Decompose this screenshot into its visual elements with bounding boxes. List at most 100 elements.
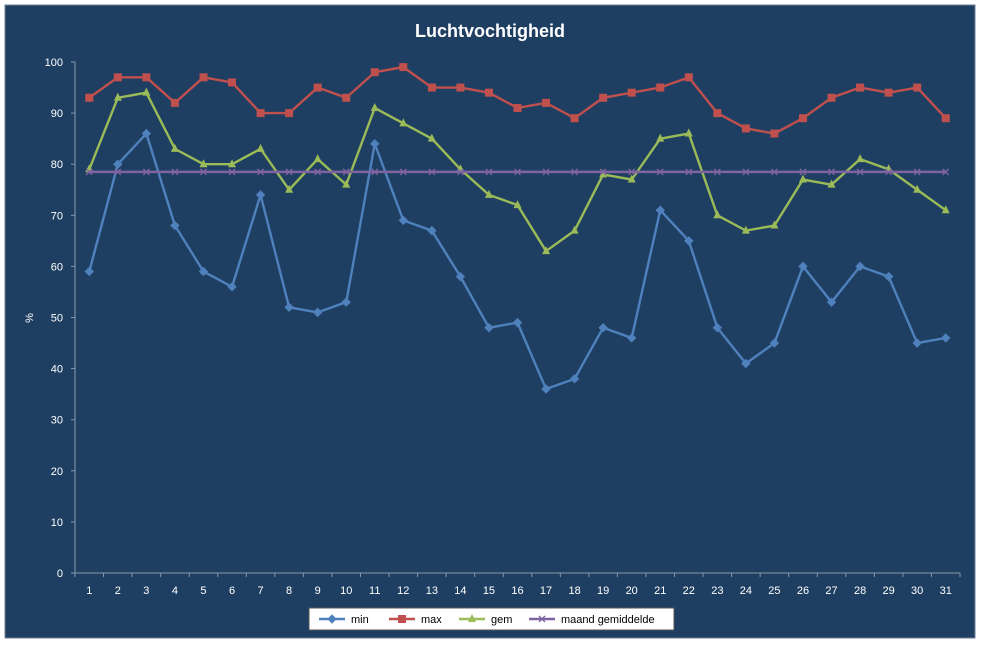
legend-label: maand gemiddelde xyxy=(561,614,655,626)
x-tick-label: 14 xyxy=(454,585,466,597)
data-point xyxy=(656,133,665,142)
data-point xyxy=(656,83,665,92)
data-point xyxy=(512,317,523,328)
x-tick-label: 8 xyxy=(286,585,292,597)
x-tick-label: 2 xyxy=(115,585,121,597)
data-point xyxy=(200,168,207,176)
data-point xyxy=(170,143,179,152)
x-tick-label: 13 xyxy=(426,585,438,597)
data-point xyxy=(712,323,723,333)
data-point xyxy=(941,333,951,343)
data-point xyxy=(942,168,950,176)
data-point xyxy=(798,114,807,123)
data-point xyxy=(856,168,864,176)
data-point xyxy=(569,374,580,384)
legend-marker xyxy=(327,614,337,624)
data-point xyxy=(913,168,921,176)
y-tick-label: 80 xyxy=(51,159,63,171)
x-tick-label: 17 xyxy=(540,585,552,597)
data-point xyxy=(599,168,607,176)
data-point xyxy=(571,168,579,176)
y-tick-label: 60 xyxy=(51,261,63,273)
data-point xyxy=(570,225,579,234)
data-point xyxy=(770,129,779,138)
legend-item: maand gemiddelde xyxy=(529,614,655,626)
data-point xyxy=(199,73,208,82)
data-point xyxy=(713,109,722,118)
data-point xyxy=(142,73,151,82)
data-point xyxy=(742,168,750,176)
data-point xyxy=(228,78,237,87)
data-point xyxy=(256,109,265,118)
data-point xyxy=(570,114,579,123)
data-point xyxy=(170,98,179,107)
x-tick-label: 1 xyxy=(86,585,92,597)
data-point xyxy=(256,143,265,152)
series-maand-gemiddelde xyxy=(85,168,950,176)
data-point xyxy=(228,168,236,176)
data-point xyxy=(598,323,608,333)
x-tick-label: 15 xyxy=(483,585,495,597)
data-point xyxy=(427,133,436,142)
series-min xyxy=(84,128,951,394)
legend-label: max xyxy=(421,614,442,626)
data-point xyxy=(941,114,950,123)
data-point xyxy=(199,159,208,168)
data-point xyxy=(313,83,322,92)
legend: min max gem maand gemiddelde xyxy=(308,607,675,631)
y-axis-label: % xyxy=(24,313,36,323)
x-tick-label: 3 xyxy=(143,585,149,597)
data-point xyxy=(257,168,265,176)
x-tick-label: 20 xyxy=(626,585,638,597)
data-point xyxy=(798,261,808,272)
data-point xyxy=(342,179,351,188)
x-tick-label: 28 xyxy=(854,585,866,597)
data-point xyxy=(542,168,550,176)
legend-label: min xyxy=(351,614,369,626)
x-tick-label: 31 xyxy=(940,585,952,597)
x-tick-label: 23 xyxy=(711,585,723,597)
data-point xyxy=(141,128,152,139)
legend-box xyxy=(308,607,675,631)
data-point xyxy=(685,168,693,176)
data-point xyxy=(513,103,522,112)
series-max xyxy=(85,63,950,138)
data-point xyxy=(285,109,294,118)
data-point xyxy=(541,384,551,394)
data-point xyxy=(341,297,351,307)
x-tick-label: 22 xyxy=(683,585,695,597)
x-tick-label: 12 xyxy=(397,585,409,597)
chart-title: Luchtvochtigheid xyxy=(415,21,565,41)
series-gem xyxy=(85,87,950,255)
x-tick-label: 10 xyxy=(340,585,352,597)
data-point xyxy=(399,168,407,176)
x-tick-label: 6 xyxy=(229,585,235,597)
data-point xyxy=(769,338,780,348)
data-point xyxy=(656,168,664,176)
data-point xyxy=(285,184,294,193)
data-point xyxy=(684,236,694,246)
series-layer xyxy=(84,63,951,394)
data-point xyxy=(856,83,865,92)
data-point xyxy=(371,168,379,176)
data-point xyxy=(913,83,922,92)
x-tick-label: 26 xyxy=(797,585,809,597)
data-point xyxy=(884,88,893,97)
data-point xyxy=(255,190,266,200)
data-point xyxy=(626,333,637,343)
data-point xyxy=(542,98,551,107)
x-tick-label: 25 xyxy=(768,585,780,597)
data-point xyxy=(428,168,436,176)
data-point xyxy=(285,168,293,176)
data-point xyxy=(370,139,380,149)
data-point xyxy=(455,271,466,282)
x-tick-label: 5 xyxy=(200,585,206,597)
data-point xyxy=(427,83,436,92)
x-tick-label: 18 xyxy=(568,585,580,597)
data-point xyxy=(912,338,922,348)
data-point xyxy=(713,168,721,176)
data-point xyxy=(826,297,837,307)
data-point xyxy=(684,128,693,137)
